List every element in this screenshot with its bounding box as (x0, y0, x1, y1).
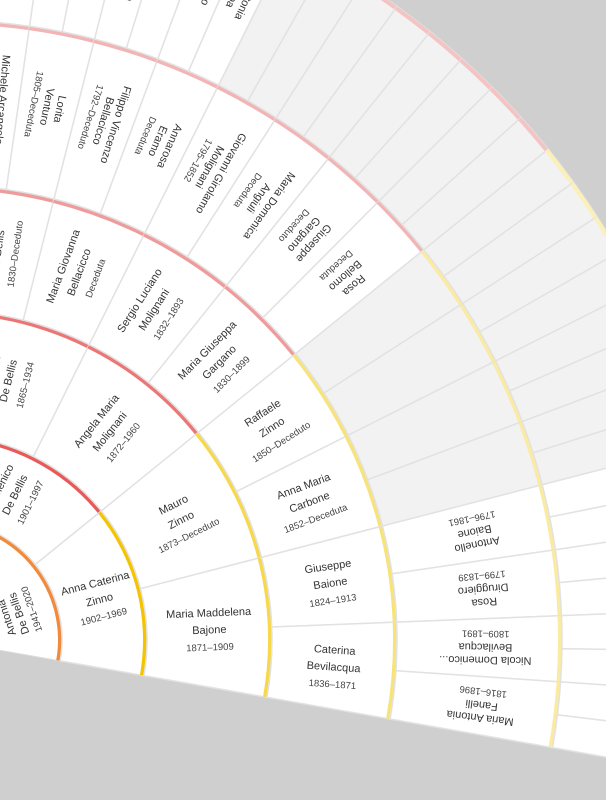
lineage-ring-segment (492, 360, 523, 424)
lineage-ring-segment (378, 526, 397, 623)
lineage-ring-segment (538, 484, 556, 551)
person-name: Fanelli (465, 697, 499, 713)
lineage-ring-segment (93, 39, 158, 63)
person-dates: 1836–1871 (308, 678, 356, 692)
lineage-ring-segment (545, 149, 574, 185)
person-name: Maria Maddelena (166, 606, 252, 621)
lineage-ring-segment (216, 85, 277, 122)
lineage-ring-segment (224, 285, 296, 357)
lineage-ring-segment (0, 315, 90, 349)
person-label: Michele Arcangelode Bellis1801–1871 (0, 54, 12, 145)
lineage-ring-segment (427, 31, 463, 62)
lineage-ring-segment (292, 353, 349, 438)
lineage-ring-segment (0, 188, 54, 203)
lineage-ring-segment (551, 549, 562, 616)
person-name: Nicola Domenico... (439, 653, 531, 666)
lineage-ring-segment (518, 421, 543, 486)
wedge-layer (0, 0, 606, 776)
lineage-ring-segment (570, 182, 598, 219)
lineage-ring-segment (489, 87, 522, 121)
lineage-ring-segment (327, 156, 380, 204)
ancestor-wedge[interactable] (560, 609, 606, 651)
person-name: Michele Arcangelo (0, 54, 12, 145)
person-name: Caterina (314, 643, 357, 658)
person-name: Baione (313, 575, 349, 592)
person-label: Caterina Bevilacqua 1836–1871 (306, 643, 361, 692)
lineage-ring-segment (29, 26, 95, 43)
person-dates: 1809–1891 (462, 627, 510, 639)
lineage-ring-segment (556, 615, 562, 682)
person-name: Bevilacqua (458, 640, 513, 653)
person-name: Bevilacqua (306, 660, 361, 676)
lineage-ring-segment (87, 344, 199, 435)
person-name: Rosa (470, 594, 498, 608)
lineage-ring-segment (380, 0, 398, 10)
lineage-ring-segment (394, 6, 431, 35)
lineage-ring-segment (459, 303, 496, 363)
lineage-ring-segment (459, 58, 493, 91)
person-name: Tomaso (198, 0, 224, 7)
person-label: Maria Maddelena Bajone 1871–1909 (166, 606, 252, 655)
person-name: Ripa (223, 0, 244, 10)
ancestor-wedge[interactable] (551, 714, 606, 776)
lineage-ring-segment (53, 198, 146, 237)
person-name: Bajone (192, 624, 227, 637)
lineage-ring-segment (386, 622, 397, 720)
lineage-ring-segment (195, 432, 262, 559)
lineage-ring-segment (156, 58, 219, 89)
lineage-ring-segment (518, 117, 549, 152)
lineage-ring-segment (420, 249, 463, 306)
person-name: Lorita (50, 94, 67, 124)
lineage-ring-segment (0, 443, 102, 514)
person-dates: 1799–1839 (458, 568, 506, 583)
lineage-ring-segment (0, 22, 30, 31)
lineage-ring-segment (143, 232, 227, 289)
person-label: TomasoEramo (198, 0, 224, 7)
person-name: Diruggiero (457, 580, 509, 597)
lineage-ring-segment (274, 117, 331, 160)
lineage-ring-segment (376, 200, 424, 253)
lineage-ring-segment (593, 216, 606, 239)
person-dates: 1871–1909 (186, 642, 234, 655)
lineage-ring-segment (344, 435, 383, 528)
lineage-ring-segment (548, 681, 561, 748)
person-name: De Bellis (0, 229, 8, 274)
